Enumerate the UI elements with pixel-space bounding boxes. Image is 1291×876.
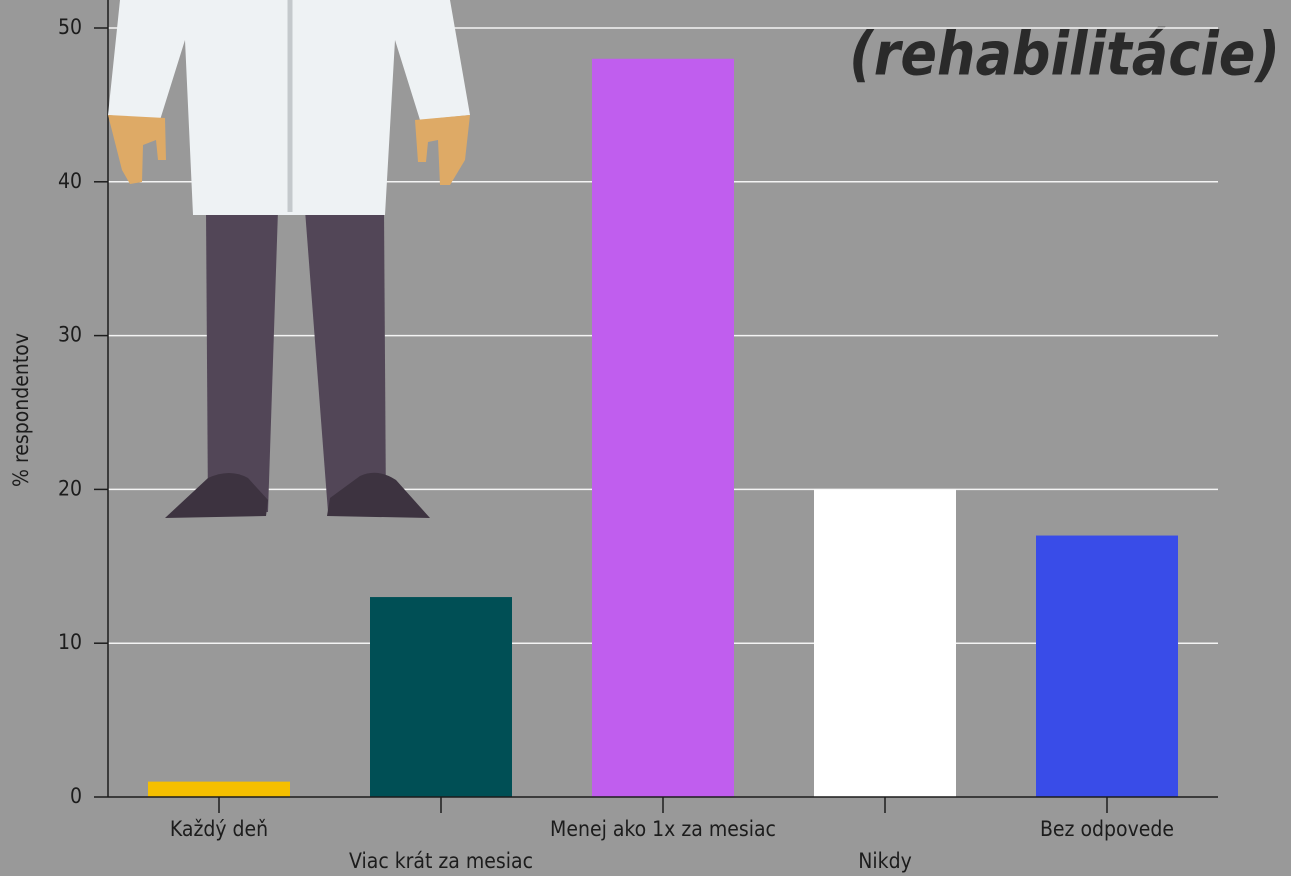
y-tick-label: 0	[70, 784, 82, 808]
x-tick-label: Každý deň	[170, 817, 268, 841]
plot-area: 0 10 20 30 40 50 Každý deň Viac krát za mesiac M…	[58, 0, 1218, 873]
chart-title: (rehabilitácie)	[849, 20, 1280, 90]
bar	[592, 58, 734, 797]
x-tick-label: Viac krát za mesiac	[349, 849, 533, 873]
x-tick-label: Bez odpovede	[1040, 817, 1174, 841]
y-tick-label: 10	[58, 630, 82, 654]
bar	[1036, 535, 1178, 797]
y-tick-label: 40	[58, 169, 82, 193]
bar	[814, 489, 956, 797]
y-tick-label: 20	[58, 476, 82, 500]
y-axis-label: % respondentov	[9, 333, 33, 487]
bar	[370, 597, 512, 797]
y-tick-label: 50	[58, 15, 82, 39]
bar	[148, 781, 290, 797]
y-tick-label: 30	[58, 323, 82, 347]
doctor-illustration	[108, 0, 470, 518]
x-tick-label: Menej ako 1x za mesiac	[550, 817, 776, 841]
x-tick-label: Nikdy	[858, 849, 912, 873]
